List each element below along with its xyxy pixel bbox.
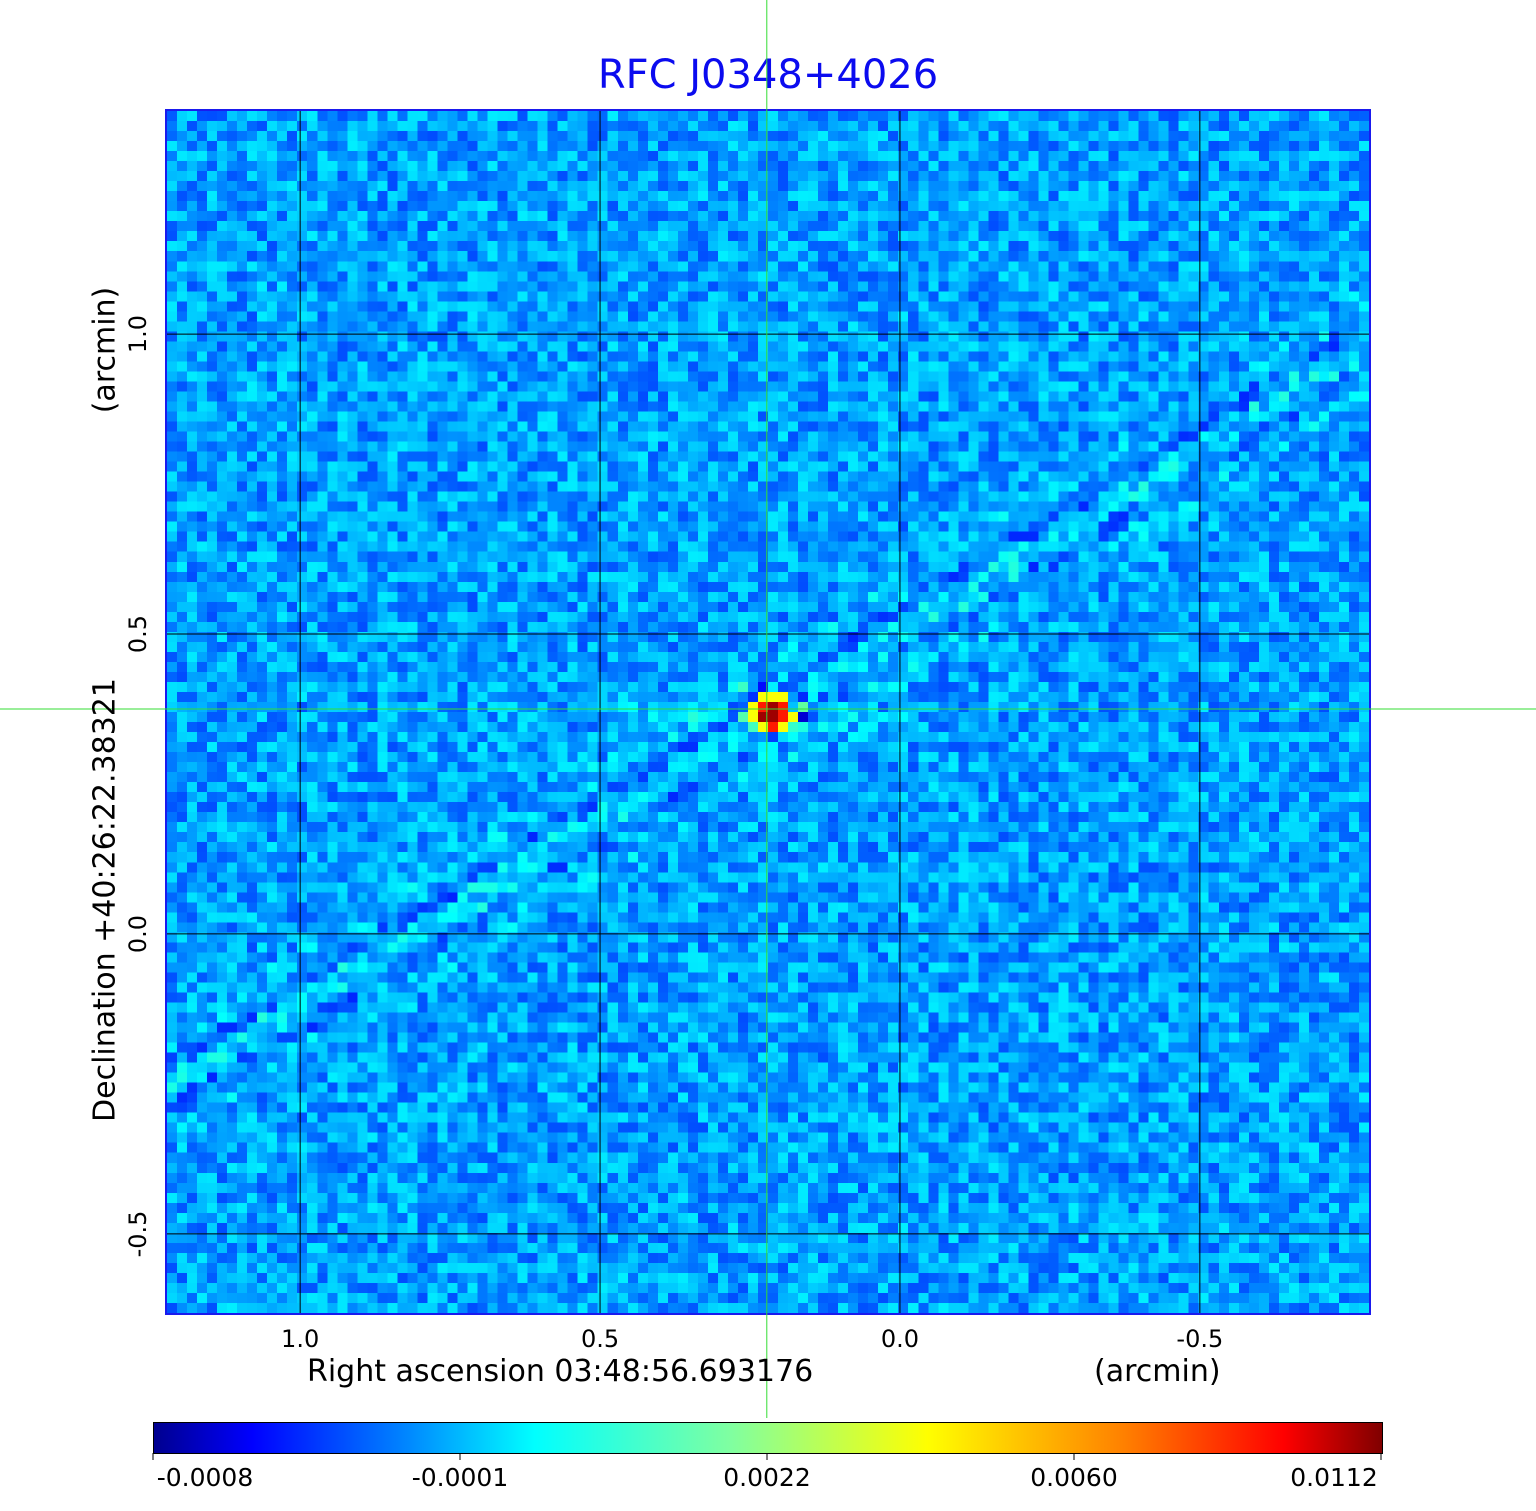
y-axis-unit: (arcmin) <box>87 286 123 414</box>
x-tick-label: -0.5 <box>1176 1325 1224 1353</box>
x-tick-label: 1.0 <box>281 1325 320 1353</box>
colorbar-tick-label: 0.0022 <box>723 1463 811 1492</box>
y-tick-label: 0.0 <box>124 914 152 954</box>
y-tick-label: -0.5 <box>124 1210 152 1258</box>
y-axis-label: Declination +40:26:22.38321 <box>87 678 123 1122</box>
x-tick-label: 0.5 <box>580 1325 620 1353</box>
plot-area[interactable] <box>167 111 1369 1313</box>
colorbar-tick-label: 0.0060 <box>1030 1463 1118 1492</box>
colorbar-tick-label: -0.0008 <box>156 1463 254 1492</box>
y-tick-label: 0.5 <box>124 614 152 654</box>
y-tick-label: 1.0 <box>124 315 152 354</box>
chart-title: RFC J0348+4026 <box>597 52 939 98</box>
colorbar-tick-label: -0.0001 <box>411 1463 509 1492</box>
colorbar-tick-label: 0.0112 <box>1290 1463 1378 1492</box>
x-axis-label: Right ascension 03:48:56.693176 <box>307 1354 814 1389</box>
colorbar <box>153 1422 1383 1454</box>
heatmap-image[interactable] <box>167 111 1369 1313</box>
x-axis-unit: (arcmin) <box>1094 1354 1221 1389</box>
x-tick-label: 0.0 <box>880 1325 920 1353</box>
plot-frame <box>165 109 1371 1315</box>
